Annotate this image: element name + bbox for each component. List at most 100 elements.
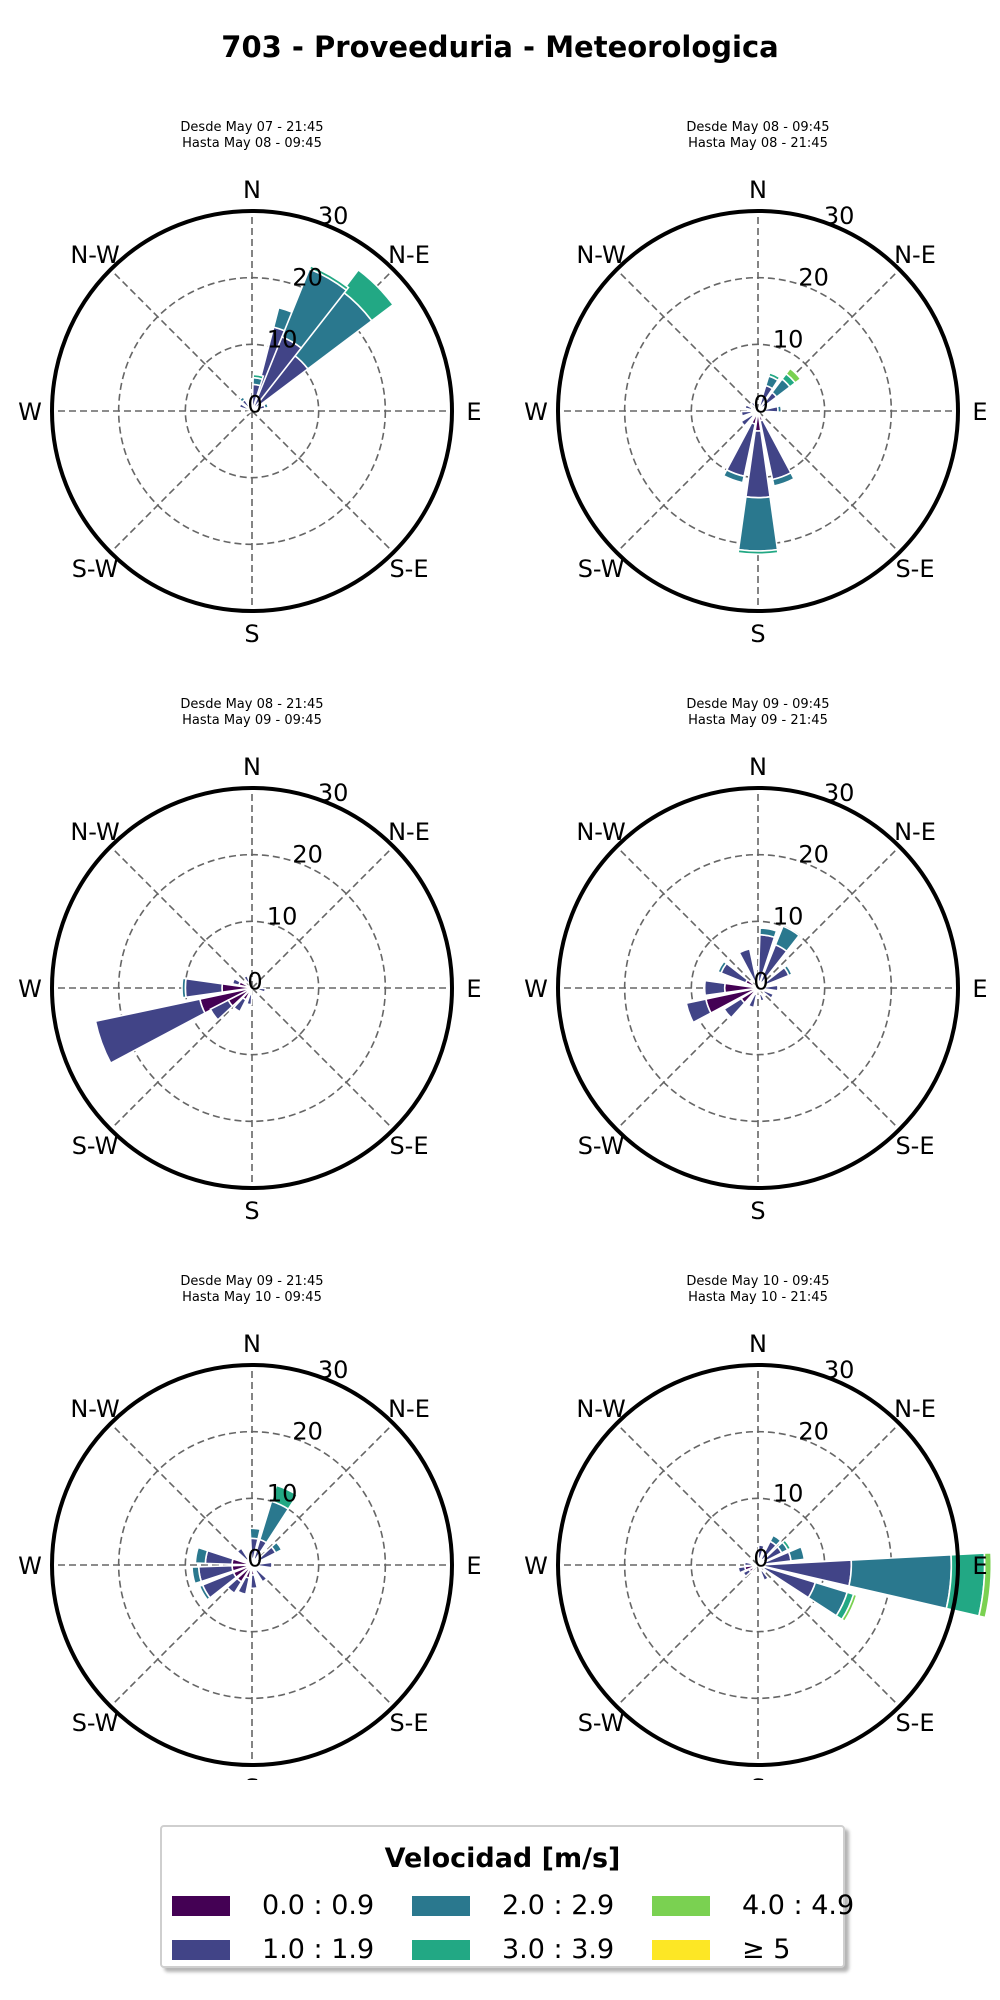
outer-ring xyxy=(50,786,454,1190)
grid-spoke xyxy=(110,410,253,553)
rose-bar xyxy=(763,984,779,992)
direction-label: S-W xyxy=(72,1132,119,1160)
panel-subtitle: Hasta May 09 - 09:45 xyxy=(182,713,322,728)
grid-spoke xyxy=(251,987,394,1130)
direction-label: N xyxy=(749,176,767,204)
rose-bar xyxy=(204,1549,234,1566)
panel-subtitle: Hasta May 08 - 09:45 xyxy=(182,136,322,151)
direction-label: E xyxy=(972,975,987,1003)
legend-label: ≥ 5 xyxy=(742,1934,791,1965)
rose-bar xyxy=(776,404,783,414)
legend-label: 2.0 : 2.9 xyxy=(502,1890,615,1921)
radial-tick-label: 0 xyxy=(247,391,262,419)
outer-ring xyxy=(556,209,960,613)
legend-label: 4.0 : 4.9 xyxy=(742,1890,855,1921)
rose-bar xyxy=(757,1544,766,1560)
grid-spoke xyxy=(251,410,394,553)
panel-subtitle: Hasta May 10 - 21:45 xyxy=(688,1290,828,1305)
grid-spoke xyxy=(251,1564,394,1707)
legend-item-3: 3.0 : 3.9 xyxy=(412,1933,622,1967)
rose-bar xyxy=(270,1484,299,1511)
rose-bar xyxy=(262,402,270,410)
radial-tick-label: 10 xyxy=(267,902,298,930)
rose-bar xyxy=(209,999,234,1021)
rose-bar xyxy=(740,410,753,418)
direction-label: E xyxy=(972,398,987,426)
rose-bar xyxy=(781,1538,792,1551)
rose-bar xyxy=(784,367,802,385)
radial-tick-label: 30 xyxy=(824,779,855,807)
grid-spoke xyxy=(757,1564,900,1707)
direction-label: S-W xyxy=(578,555,625,583)
rose-bar xyxy=(840,1593,858,1623)
direction-label: W xyxy=(18,398,42,426)
grid-spoke xyxy=(251,846,394,989)
direction-label: N-E xyxy=(388,241,430,269)
radial-tick-label: 20 xyxy=(292,1418,323,1446)
legend-swatch xyxy=(412,1896,470,1916)
rose-bar xyxy=(194,1546,209,1565)
direction-label: N-E xyxy=(388,818,430,846)
rose-bar xyxy=(738,947,758,984)
direction-label: N-W xyxy=(70,241,119,269)
direction-label: N-E xyxy=(894,1395,936,1423)
grid-spoke xyxy=(616,846,759,989)
grid-spoke xyxy=(757,1423,900,1566)
rose-bar xyxy=(703,979,726,997)
direction-label: N xyxy=(243,1330,261,1358)
rose-bar xyxy=(762,989,775,1000)
radial-tick-label: 0 xyxy=(753,1545,768,1573)
legend-item-4: 4.0 : 4.9 xyxy=(652,1889,862,1923)
direction-label: N-W xyxy=(576,241,625,269)
radial-tick-label: 10 xyxy=(773,902,804,930)
radial-tick-label: 0 xyxy=(247,1545,262,1573)
radial-tick-label: 0 xyxy=(247,968,262,996)
rose-bar xyxy=(716,960,728,975)
panel-subtitle: Hasta May 10 - 09:45 xyxy=(182,1290,322,1305)
direction-label: S-W xyxy=(578,1709,625,1737)
rose-bar xyxy=(685,998,712,1024)
grid-spoke xyxy=(616,269,759,412)
direction-label: N xyxy=(749,1330,767,1358)
radial-tick-label: 20 xyxy=(798,1418,829,1446)
grid-spoke xyxy=(757,987,900,1130)
legend-title: Velocidad [m/s] xyxy=(384,1843,621,1874)
direction-label: S-E xyxy=(389,1132,428,1160)
radial-tick-label: 10 xyxy=(267,1479,298,1507)
rose-bar xyxy=(758,992,766,1002)
direction-label: E xyxy=(466,975,481,1003)
rose-bar xyxy=(258,1500,290,1544)
direction-label: E xyxy=(466,1552,481,1580)
grid-spoke xyxy=(616,1423,759,1566)
radial-tick-label: 10 xyxy=(773,1479,804,1507)
direction-label: S-W xyxy=(72,555,119,583)
panel-subtitle: Desde May 10 - 09:45 xyxy=(686,1274,829,1289)
radial-tick-label: 30 xyxy=(824,1356,855,1384)
outer-ring xyxy=(50,1363,454,1767)
legend-swatch xyxy=(652,1940,710,1960)
direction-label: N-W xyxy=(70,1395,119,1423)
rose-bar xyxy=(722,468,746,484)
direction-label: E xyxy=(466,398,481,426)
grid-spoke xyxy=(757,846,900,989)
panel-subtitle: Desde May 07 - 21:45 xyxy=(180,120,323,135)
rose-bar xyxy=(722,997,746,1019)
rose-bar xyxy=(737,548,779,556)
rose-bar xyxy=(242,974,251,984)
rose-bar xyxy=(737,1565,747,1574)
radial-tick-label: 0 xyxy=(753,968,768,996)
direction-label: N xyxy=(243,176,261,204)
grid-spoke xyxy=(110,269,253,412)
radial-tick-label: 20 xyxy=(798,841,829,869)
rose-bar xyxy=(191,1566,203,1585)
grid-spoke xyxy=(251,1423,394,1566)
direction-label: S-W xyxy=(72,1709,119,1737)
rose-bar xyxy=(308,264,350,292)
legend-swatch xyxy=(412,1940,470,1960)
legend-swatch xyxy=(652,1896,710,1916)
direction-label: N-E xyxy=(894,818,936,846)
